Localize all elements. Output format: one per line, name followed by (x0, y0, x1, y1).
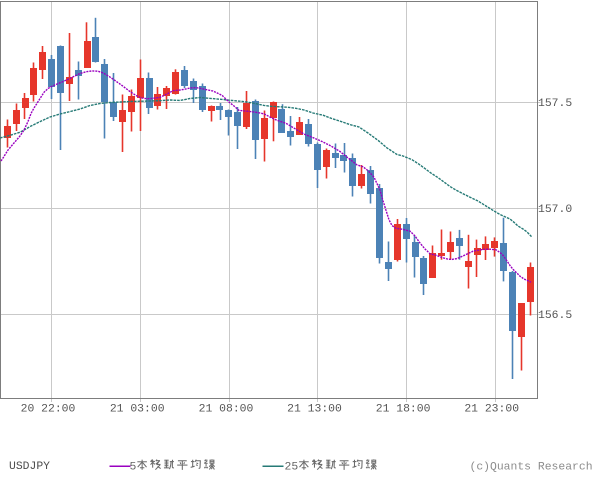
svg-text:21 18:00: 21 18:00 (376, 404, 431, 416)
svg-text:20 22:00: 20 22:00 (21, 404, 76, 416)
svg-text:(c)Quants Research: (c)Quants Research (470, 462, 593, 474)
svg-text:21 23:00: 21 23:00 (464, 404, 519, 416)
svg-text:21 08:00: 21 08:00 (199, 404, 254, 416)
svg-text:156.5: 156.5 (538, 310, 572, 322)
svg-text:21 13:00: 21 13:00 (287, 404, 342, 416)
svg-text:USDJPY: USDJPY (9, 461, 50, 473)
svg-text:25: 25 (285, 462, 299, 474)
svg-text:157.0: 157.0 (538, 204, 572, 216)
svg-text:21 03:00: 21 03:00 (110, 404, 165, 416)
svg-text:157.5: 157.5 (538, 98, 572, 110)
svg-text:5: 5 (130, 462, 137, 474)
